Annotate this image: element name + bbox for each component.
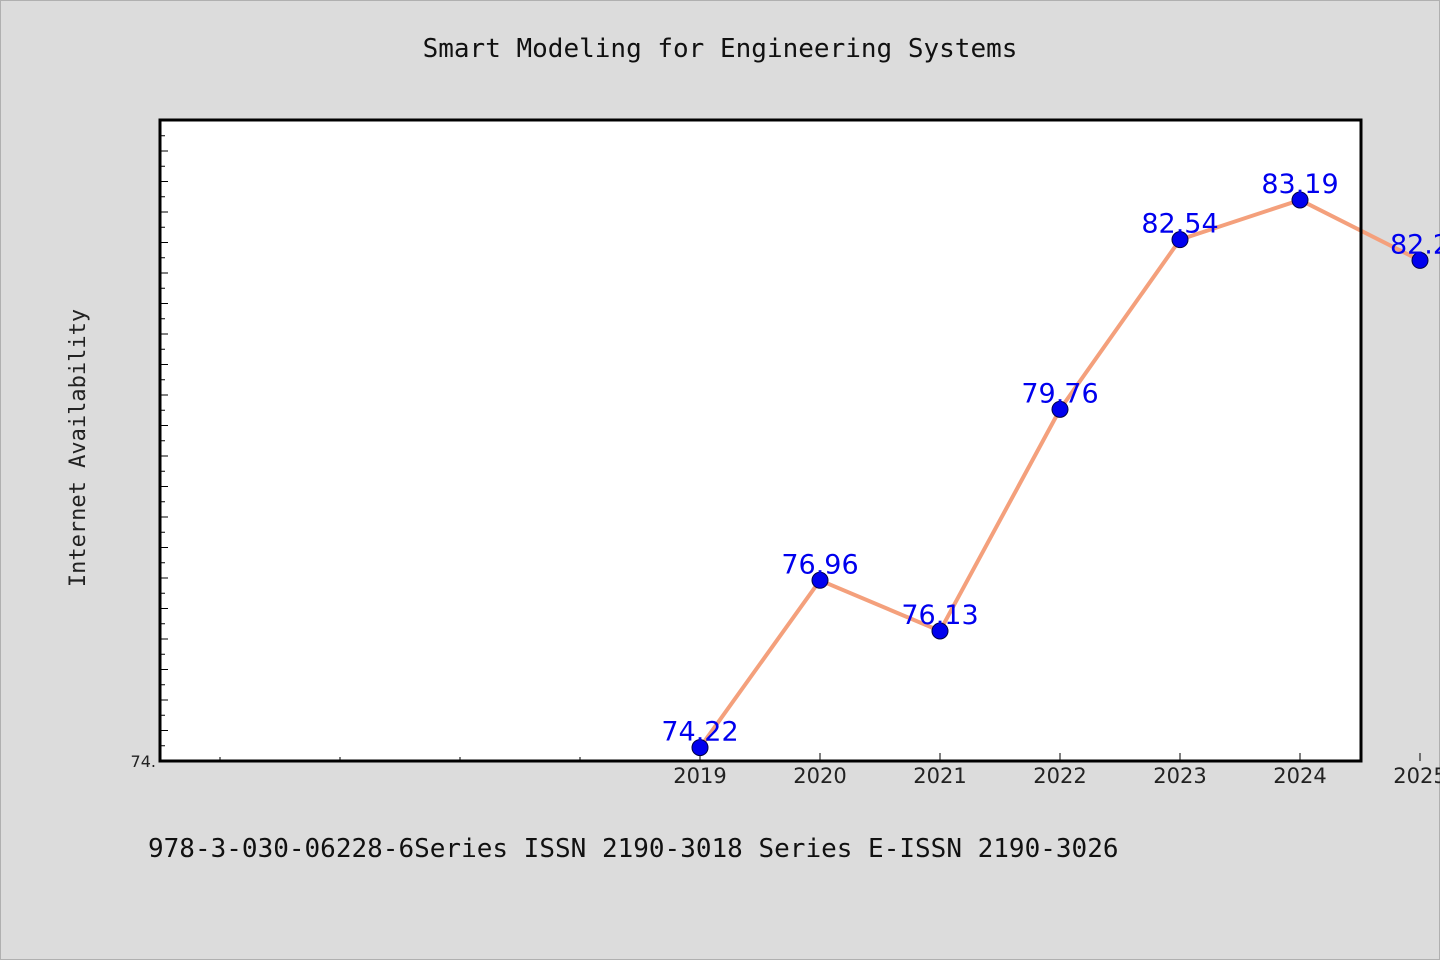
data-label: 82.54 (1141, 209, 1218, 240)
data-label: 76.13 (901, 600, 978, 631)
data-markers (691, 191, 1429, 757)
plot-border (158, 118, 1363, 763)
x-tick-label: 2021 (913, 764, 966, 788)
data-point (931, 622, 949, 640)
data-label: 74.22 (661, 717, 738, 748)
data-point (1171, 231, 1189, 249)
x-tick-labels: 2019 2020 2021 2022 2023 2024 2025 (673, 764, 1440, 788)
y-tick-label: 74. (131, 752, 156, 771)
data-point (1411, 251, 1429, 269)
y-axis-label: Internet Availability (66, 309, 91, 587)
chart-title: Smart Modeling for Engineering Systems (422, 34, 1018, 64)
data-label: 83.19 (1261, 169, 1338, 200)
data-point (1051, 400, 1069, 418)
plot-area (160, 120, 1361, 761)
x-tick-label: 2022 (1033, 764, 1086, 788)
data-point (691, 739, 709, 757)
x-tick-label: 2025 (1393, 764, 1440, 788)
x-tick-label: 2023 (1153, 764, 1206, 788)
data-point (1291, 191, 1309, 209)
x-tick-label: 2020 (793, 764, 846, 788)
data-label: 82.2 (1390, 229, 1440, 260)
data-label: 76.96 (781, 549, 858, 580)
footer-isbn-text: 978-3-030-06228-6Series ISSN 2190-3018 S… (148, 834, 1119, 864)
x-tick-label: 2019 (673, 764, 726, 788)
data-labels: 74.22 76.96 76.13 79.76 82.54 83.19 82.2 (661, 169, 1440, 748)
data-label: 79.76 (1021, 378, 1098, 409)
data-point (811, 571, 829, 589)
x-tick-label: 2024 (1273, 764, 1326, 788)
